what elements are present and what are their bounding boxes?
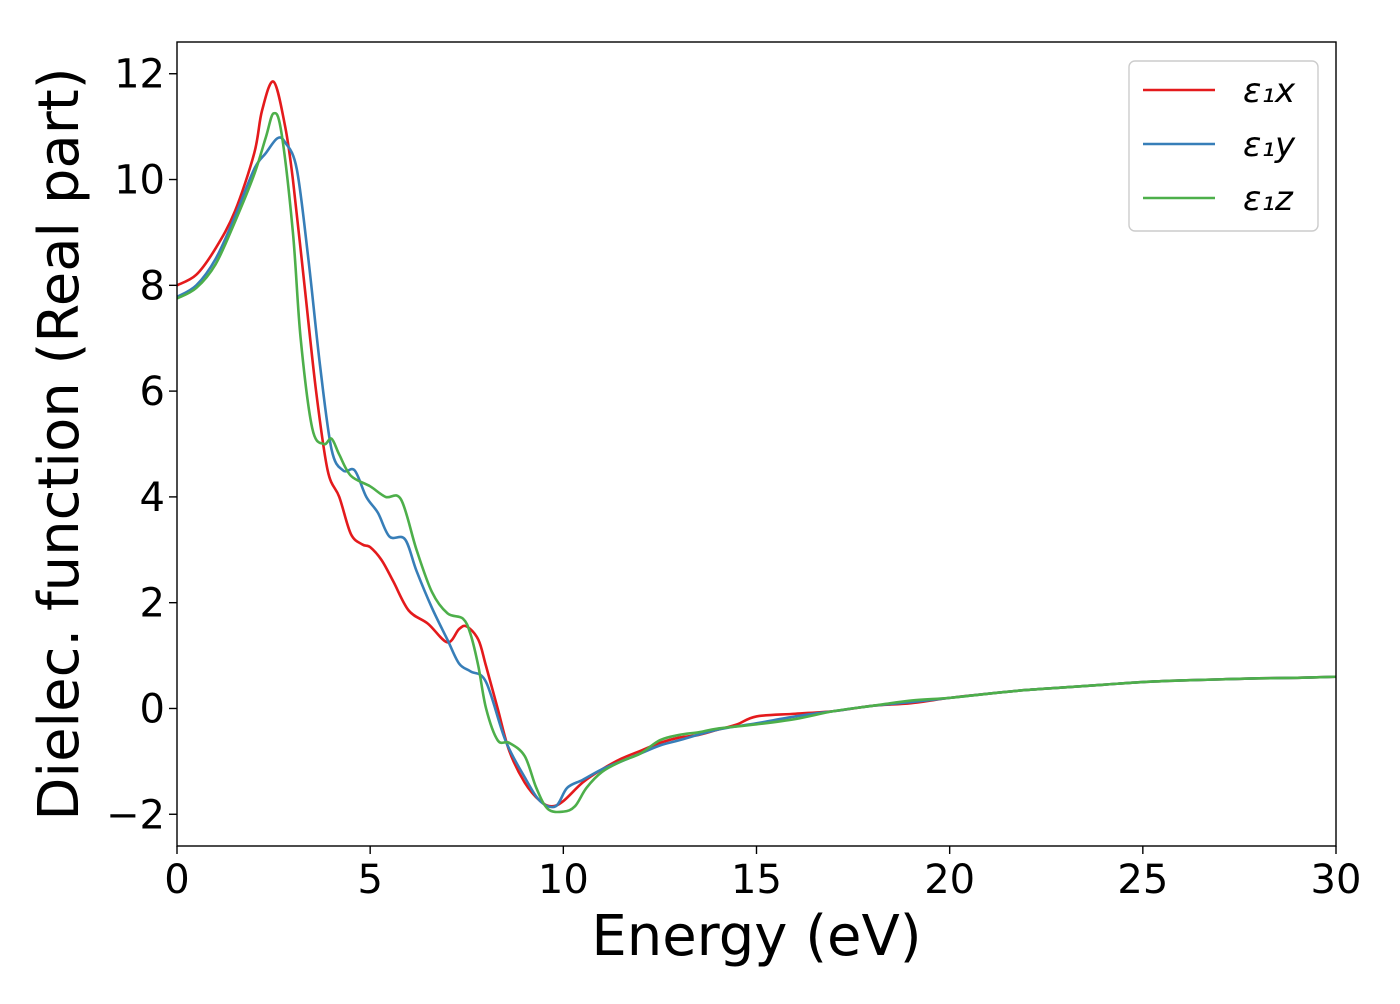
y-axis-ticks: −2 0 2 4 6 8 10 12 <box>106 52 177 839</box>
x-tick-label: 20 <box>924 857 975 903</box>
legend-label-2: ε₁y <box>1243 125 1296 165</box>
y-tick-label: 8 <box>140 263 165 309</box>
y-tick-label: 2 <box>140 581 165 627</box>
x-tick-label: 25 <box>1117 857 1168 903</box>
x-tick-label: 5 <box>357 857 382 903</box>
x-tick-label: 0 <box>164 857 189 903</box>
y-tick-label: 0 <box>140 686 165 732</box>
x-tick-label: 15 <box>731 857 782 903</box>
y-tick-label: 10 <box>114 158 165 204</box>
series-line-2 <box>177 137 1336 807</box>
y-tick-label: 6 <box>140 369 165 415</box>
y-tick-label: 4 <box>140 475 165 521</box>
legend-label-1: ε₁x <box>1243 71 1296 111</box>
y-tick-label: −2 <box>106 792 165 838</box>
x-tick-label: 10 <box>538 857 589 903</box>
y-axis-label: Dielec. function (Real part) <box>27 67 92 820</box>
legend-label-3: ε₁z <box>1243 179 1294 219</box>
x-tick-label: 30 <box>1311 857 1362 903</box>
legend: ε₁x ε₁y ε₁z <box>1129 61 1318 231</box>
y-tick-label: 12 <box>114 52 165 98</box>
x-axis-label: Energy (eV) <box>591 904 921 969</box>
x-axis-ticks: 0 5 10 15 20 25 30 <box>164 846 1361 903</box>
